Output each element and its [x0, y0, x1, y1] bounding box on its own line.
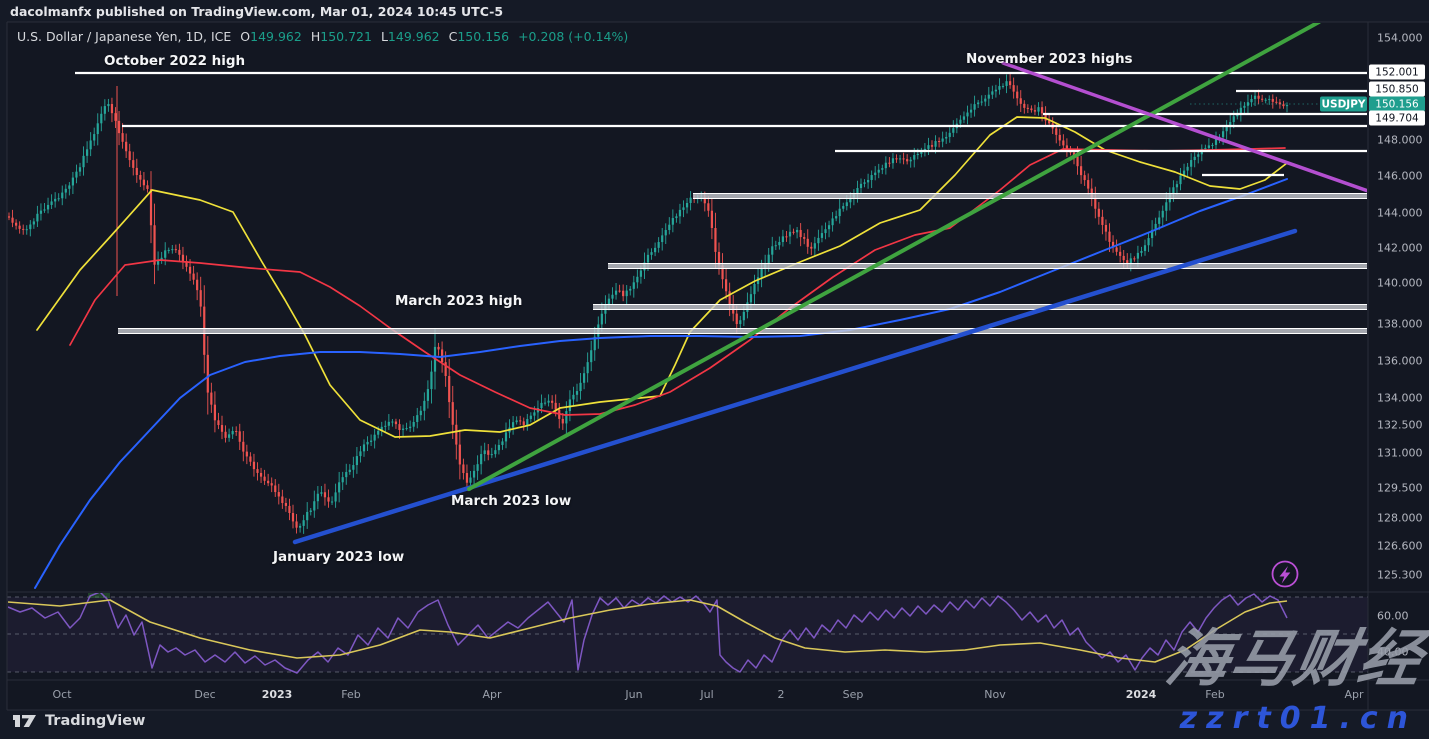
price-axis-label[interactable]: 136.000	[1377, 354, 1423, 368]
time-axis-label[interactable]: Sep	[842, 688, 864, 701]
ohlc-close-key: C	[448, 29, 458, 44]
horizontal-level-band[interactable]	[593, 304, 1368, 310]
rsi-axis-label[interactable]: 60.00	[1377, 609, 1409, 623]
time-axis-label[interactable]: 2024	[1125, 688, 1157, 701]
horizontal-level-band[interactable]	[118, 328, 1368, 334]
price-axis-label[interactable]: 144.000	[1377, 206, 1423, 220]
chart-annotation: March 2023 low	[451, 493, 572, 509]
time-axis-label[interactable]: Apr	[482, 688, 502, 701]
price-axis-label[interactable]: 138.000	[1377, 317, 1423, 331]
level-price-box: 150.850	[1369, 81, 1425, 97]
price-axis-label[interactable]: 142.000	[1377, 241, 1423, 255]
time-axis-label[interactable]: Jun	[625, 688, 643, 701]
time-axis-label[interactable]: Oct	[52, 688, 72, 701]
level-price-box: 149.704	[1369, 110, 1425, 126]
horizontal-level-band[interactable]	[608, 263, 1368, 269]
time-axis-label[interactable]: Apr	[1344, 688, 1364, 701]
price-axis-label[interactable]: 126.600	[1377, 539, 1423, 553]
tradingview-logo[interactable]: TradingView	[12, 713, 145, 729]
ohlc-high-key: H	[310, 29, 321, 44]
main-pane	[8, 22, 1368, 589]
time-axis-label[interactable]: 2	[777, 688, 785, 701]
last-price-box: 150.156	[1369, 96, 1425, 112]
horizontal-level-band[interactable]	[693, 193, 1368, 199]
symbol-legend: U.S. Dollar / Japanese Yen, 1D, ICE O149.…	[17, 29, 628, 44]
trendline-0[interactable]	[292, 228, 1298, 545]
time-axis-label[interactable]: Nov	[984, 688, 1006, 701]
symbol-title: U.S. Dollar / Japanese Yen, 1D, ICE	[17, 29, 232, 44]
time-axis-label[interactable]: Feb	[1205, 688, 1225, 701]
symbol-price-badge: USDJPY	[1320, 96, 1367, 112]
ohlc-open-value: 149.962	[250, 29, 302, 44]
chart-annotation: January 2023 low	[273, 549, 405, 565]
price-axis-label[interactable]: 148.000	[1377, 133, 1423, 147]
price-axis-label[interactable]: 125.300	[1377, 568, 1423, 582]
ohlc-low-value: 149.962	[387, 29, 440, 44]
flash-icon	[1271, 560, 1299, 588]
attribution-text: dacolmanfx published on TradingView.com,…	[10, 4, 504, 19]
watermark-cn: 海马财经	[1160, 622, 1429, 695]
tradingview-logo-icon	[13, 715, 36, 727]
chart-annotation: March 2023 high	[395, 293, 523, 309]
chart-annotation: October 2022 high	[104, 53, 246, 69]
price-axis-label[interactable]: 134.000	[1377, 391, 1423, 405]
rsi-line	[8, 593, 1288, 674]
rsi-ma-line	[8, 599, 1288, 663]
trendline-2[interactable]	[1001, 61, 1368, 193]
time-axis-label[interactable]: Dec	[194, 688, 216, 701]
tradingview-logo-text: TradingView	[45, 713, 146, 729]
price-axis-label[interactable]: 129.500	[1377, 481, 1423, 495]
level-price-box: 152.001	[1369, 64, 1425, 80]
price-axis-label[interactable]: 128.000	[1377, 511, 1423, 525]
price-axis-label[interactable]: 140.000	[1377, 276, 1423, 290]
time-axis-label[interactable]: Feb	[341, 688, 361, 701]
ohlc-open-key: O	[240, 29, 251, 44]
rsi-axis-label[interactable]: 40.00	[1377, 645, 1409, 659]
rsi-pane	[8, 593, 1288, 674]
ma-line-1	[69, 147, 1286, 416]
ohlc-high-value: 150.721	[320, 29, 372, 44]
price-axis-label[interactable]: 131.000	[1377, 446, 1423, 460]
chart-annotation: November 2023 highs	[966, 51, 1133, 67]
trendline-1[interactable]	[467, 22, 1321, 491]
ma-line-2	[34, 178, 1288, 589]
price-axis-label[interactable]: 132.500	[1377, 418, 1423, 432]
price-axis-label[interactable]: 146.000	[1377, 169, 1423, 183]
watermark-site: zzrt01.cn	[1179, 701, 1417, 736]
time-axis-label[interactable]: Jul	[700, 688, 714, 701]
ohlc-close-value: 150.156	[457, 29, 510, 44]
change-value: +0.208 (+0.14%)	[518, 29, 629, 44]
time-axis-label[interactable]: 2023	[261, 688, 293, 701]
ohlc-low-key: L	[380, 29, 388, 44]
price-axis-label[interactable]: 154.000	[1377, 31, 1423, 45]
